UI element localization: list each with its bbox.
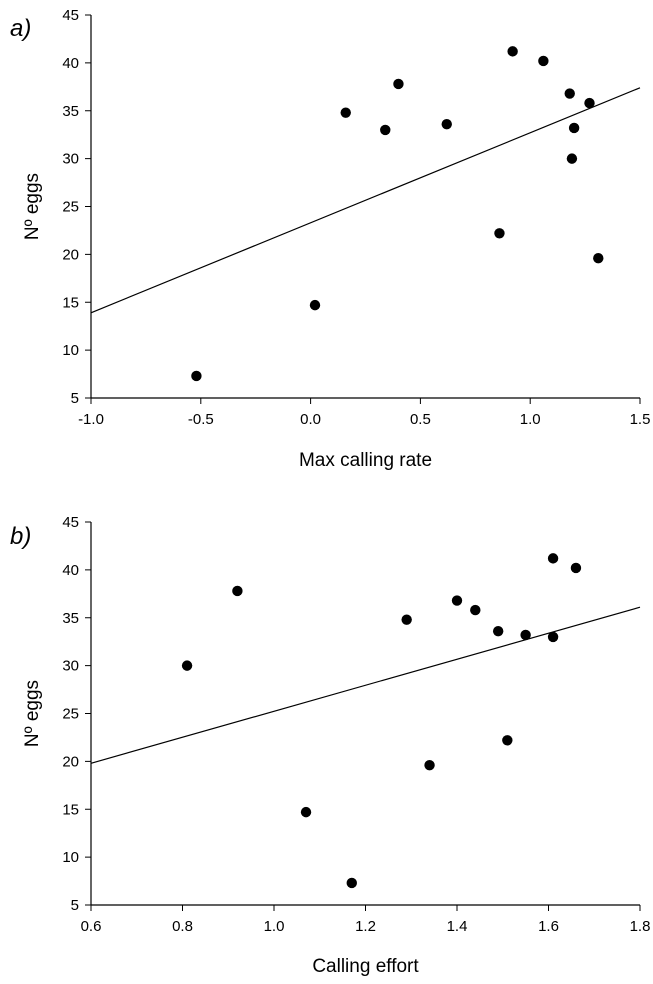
data-point [547,631,559,643]
y-tick-label: 5 [71,897,79,914]
data-point [507,46,518,57]
y-tick-label: 25 [62,706,79,723]
y-axis-title: Nº eggs [22,173,43,240]
data-point [346,877,357,889]
data-point [424,760,435,771]
y-tick-label: 20 [62,246,79,263]
data-point [441,118,452,130]
scatter-plot-b: 5 10 15 20 25 30 35 40 45 0.6 0.8 1.0 1.2 1.4 1.6 1.8 Ca… [10,514,651,977]
y-tick-label: 10 [62,342,79,359]
x-tick-label: -1.0 [78,411,104,428]
chart-panel-b: 5 10 15 20 25 30 35 40 45 0.6 0.8 1.0 1.2 1.4 1.6 1.8 Ca… [0,500,653,984]
y-tick-label: 20 [62,753,79,770]
data-point [401,614,412,625]
data-point [309,299,321,311]
data-point [232,585,243,597]
y-tick-label: 45 [62,7,79,24]
data-point [564,88,575,99]
y-tick-label: 35 [62,103,79,120]
chart-panel-a: 5 10 15 20 25 30 35 40 45 -1.0 -0.5 0.0 0.5 1.0 1.5 Max… [0,0,653,480]
y-tick-label: 40 [62,55,79,72]
y-tick-label: 30 [62,658,79,675]
data-point [568,122,580,134]
x-tick-label: 1.0 [264,918,285,935]
x-tick-label: 1.5 [630,411,651,428]
regression-line [90,87,641,314]
y-tick-label: 15 [62,801,79,818]
panel-label: b) [10,523,31,550]
data-point [547,553,559,564]
y-tick-label: 5 [71,390,79,407]
data-point [570,562,582,574]
data-point [492,625,504,637]
x-tick-label: 1.4 [447,918,468,935]
y-axis-title: Nº eggs [22,680,43,747]
y-tick-label: 25 [62,199,79,216]
data-point [494,228,505,239]
data-point [538,55,549,67]
x-tick-label: 1.8 [630,918,651,935]
x-tick-label: 0.6 [81,918,102,935]
data-point [181,660,193,671]
y-tick-label: 35 [62,610,79,627]
data-point [300,806,312,818]
x-axis-title: Calling effort [312,956,419,977]
data-point [584,97,595,109]
x-tick-label: 1.2 [355,918,376,935]
panel-label: a) [10,15,31,42]
x-tick-label: -0.5 [188,411,214,428]
x-tick-label: 0.8 [172,918,193,935]
data-point [451,595,463,606]
x-axis-title: Max calling rate [299,450,432,471]
x-tick-label: 0.0 [300,411,321,428]
y-tick-label: 45 [62,514,79,531]
data-point [470,604,481,616]
y-tick-label: 40 [62,562,79,579]
data-point [380,124,391,136]
data-point [502,735,513,746]
data-point [393,78,404,90]
data-point [191,370,202,382]
data-point [340,107,351,118]
regression-line [90,606,641,764]
data-point [593,253,604,264]
y-tick-label: 15 [62,294,79,311]
y-tick-label: 30 [62,151,79,168]
data-point [566,153,578,164]
x-tick-label: 1.0 [520,411,541,428]
x-tick-label: 0.5 [410,411,431,428]
y-tick-label: 10 [62,849,79,866]
x-tick-label: 1.6 [538,918,559,935]
data-point [520,629,531,641]
scatter-plot-a: 5 10 15 20 25 30 35 40 45 -1.0 -0.5 0.0 0.5 1.0 1.5 Max… [10,7,651,471]
